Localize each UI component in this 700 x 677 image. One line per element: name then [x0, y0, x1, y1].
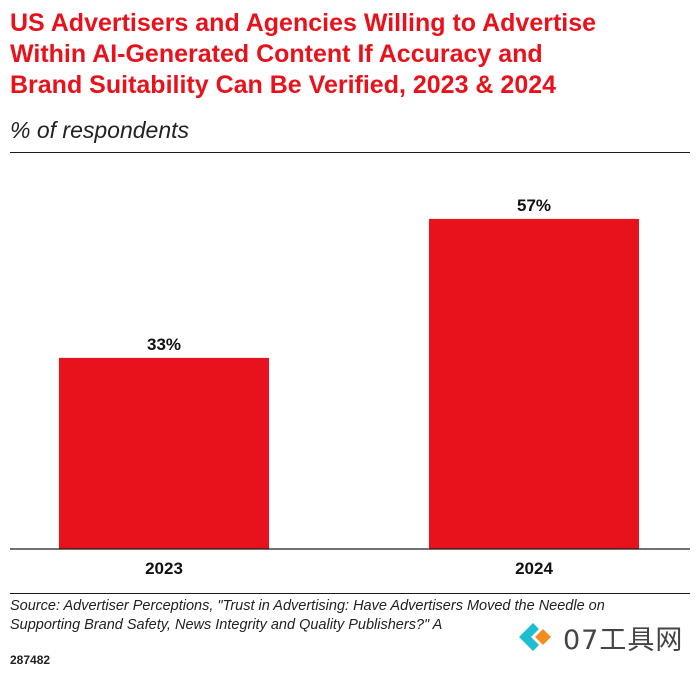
source-line-1: Source: Advertiser Perceptions, "Trust i…: [10, 598, 605, 614]
chart-id: 287482: [10, 653, 51, 667]
chart-title: US Advertisers and Agencies Willing to A…: [10, 8, 690, 101]
bar-2023: [59, 357, 269, 549]
title-line-2: Within AI-Generated Content If Accuracy …: [10, 40, 543, 68]
diamond-logo-icon: [519, 623, 551, 651]
bar-2024: [429, 218, 639, 549]
category-label-2023: 2023: [145, 559, 183, 578]
title-line-3: Brand Suitability Can Be Verified, 2023 …: [10, 71, 557, 99]
source-note: Source: Advertiser Perceptions, "Trust i…: [10, 597, 690, 635]
bars-group: 33% 2023 57% 2024: [59, 196, 639, 578]
title-line-1: US Advertisers and Agencies Willing to A…: [10, 9, 597, 37]
value-label-2024: 57%: [517, 196, 551, 215]
category-label-2024: 2024: [515, 559, 553, 578]
bottom-divider: [10, 593, 690, 594]
value-label-2023: 33%: [147, 335, 181, 354]
top-divider: [10, 152, 690, 153]
chart-subtitle: % of respondents: [10, 117, 190, 143]
watermark: 07工具网: [513, 612, 695, 662]
bar-chart: 33% 2023 57% 2024: [10, 196, 690, 578]
source-line-2: Supporting Brand Safety, News Integrity …: [10, 617, 443, 633]
watermark-text: 07工具网: [563, 624, 684, 656]
